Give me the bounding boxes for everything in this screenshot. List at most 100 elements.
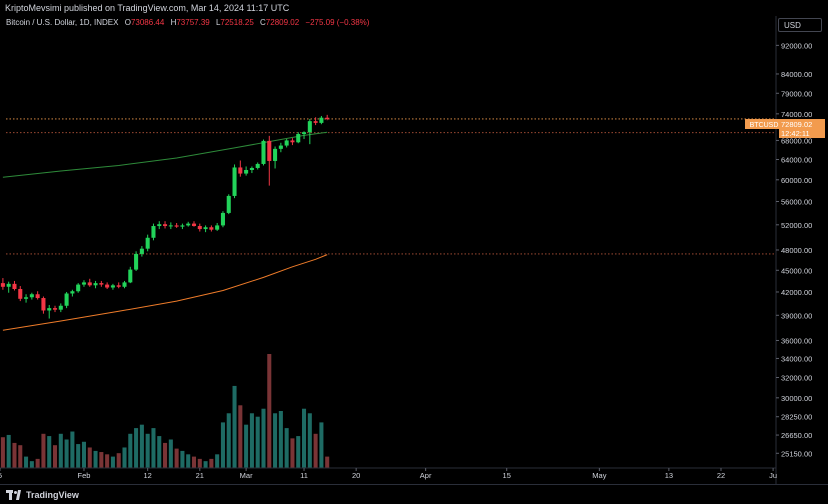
candle-body [238, 167, 243, 174]
volume-bar [52, 445, 58, 468]
time-tick-label: 13 [665, 471, 673, 480]
volume-bar [203, 461, 208, 468]
volume-bar [191, 456, 197, 468]
volume-bar [284, 428, 289, 468]
volume-bar [128, 433, 133, 468]
price-tick-label: 45000.00 [781, 266, 812, 275]
price-tick-label: 48000.00 [781, 246, 812, 255]
time-tick-label: 12 [143, 471, 151, 480]
candle-body [261, 140, 266, 164]
legend-high-label: H [171, 18, 177, 27]
candle-body [220, 212, 225, 226]
volume-bar [290, 438, 295, 468]
volume-bar [238, 405, 243, 468]
price-tick-label: 52000.00 [781, 221, 812, 230]
volume-bar [41, 433, 46, 468]
candle-body [58, 305, 63, 310]
candle-body [70, 291, 75, 294]
candle-body [273, 148, 278, 161]
volume-bar [197, 458, 202, 468]
legend-high-value: 73757.39 [176, 18, 210, 27]
candle-body [139, 248, 144, 254]
tradingview-brand: TradingView [26, 490, 79, 500]
volume-bar [261, 408, 266, 468]
volume-bar [267, 354, 272, 468]
currency-selector[interactable]: USD [778, 18, 822, 32]
price-tick-label: 39000.00 [781, 311, 812, 320]
candle-body [52, 308, 58, 310]
price-tick-label: 26650.00 [781, 431, 812, 440]
candle-body [12, 283, 17, 290]
currency-label: USD [784, 21, 801, 30]
candle-body [93, 283, 98, 286]
price-tick-label: 42000.00 [781, 288, 812, 297]
volume-bar [296, 436, 301, 468]
price-tick-label: 84000.00 [781, 70, 812, 79]
candle-body [87, 282, 92, 286]
time-tick-label: Apr [420, 471, 432, 480]
long-moving-average-line [2, 131, 328, 178]
price-tick-label: 74000.00 [781, 110, 812, 119]
volume-bar [70, 431, 75, 468]
volume-bar [139, 424, 144, 468]
volume-bar [180, 450, 185, 468]
tradingview-logo[interactable]: TradingView [6, 488, 79, 502]
time-tick-label: Mar [240, 471, 253, 480]
price-tick-label: 79000.00 [781, 89, 812, 98]
price-tick-label: 60000.00 [781, 176, 812, 185]
volume-bar [232, 385, 237, 468]
candle-body [122, 282, 127, 287]
candle-body [278, 145, 283, 149]
price-tick-label: 68000.00 [781, 136, 812, 145]
time-tick-label: Feb [78, 471, 91, 480]
volume-bar [157, 436, 162, 468]
last-price-symbol-tag [745, 119, 783, 129]
volume-bar [134, 428, 139, 468]
legend-low-value: 72518.25 [220, 18, 254, 27]
volume-bar [18, 445, 23, 468]
candle-body [157, 224, 162, 227]
volume-bar [105, 454, 110, 468]
candle-body [168, 225, 173, 227]
candle-body [174, 225, 179, 227]
volume-bar [307, 413, 312, 468]
last-price-tag [779, 119, 825, 138]
candle-body [0, 283, 5, 287]
candle-body [6, 283, 11, 287]
price-tick-label: 34000.00 [781, 354, 812, 363]
legend-low-label: L [216, 18, 221, 27]
price-chart[interactable]: 92000.00 84000.00 79000.00 74000.00 68000.00… [0, 16, 828, 484]
candle-body [267, 140, 272, 161]
time-tick-label: Ju [769, 471, 777, 480]
last-price-symbol: BTCUSD [750, 122, 779, 129]
candle-body [35, 294, 40, 299]
price-tick-label: 64000.00 [781, 156, 812, 165]
volume-bar [24, 456, 29, 468]
candle-body [313, 121, 318, 123]
footer-bar: TradingView [0, 484, 828, 504]
candle-body [302, 132, 307, 135]
volume-bar [168, 439, 173, 468]
volume-bar [116, 453, 121, 468]
candle-body [76, 284, 81, 292]
volume-bar [319, 422, 324, 468]
chart-legend: Bitcoin / U.S. Dollar, 1D, INDEX O73086.… [6, 18, 370, 27]
legend-open-value: 73086.44 [131, 18, 165, 27]
volume-bar [12, 442, 17, 468]
volume-bar [249, 413, 254, 468]
volume-bar [244, 424, 249, 468]
bar-countdown-timer: 12:42:11 [781, 129, 810, 138]
candle-body [99, 283, 104, 285]
volume-bar [174, 448, 179, 468]
candle-body [29, 294, 34, 298]
time-tick-label: 11 [300, 471, 308, 480]
candle-body [226, 195, 231, 213]
candle-body [244, 169, 249, 174]
candle-body [18, 289, 23, 299]
volume-bar [99, 452, 104, 468]
volume-bar [87, 447, 92, 468]
candle-body [319, 117, 324, 123]
volume-bar [220, 422, 225, 468]
volume-bar [255, 416, 260, 468]
volume-bar [0, 437, 5, 468]
